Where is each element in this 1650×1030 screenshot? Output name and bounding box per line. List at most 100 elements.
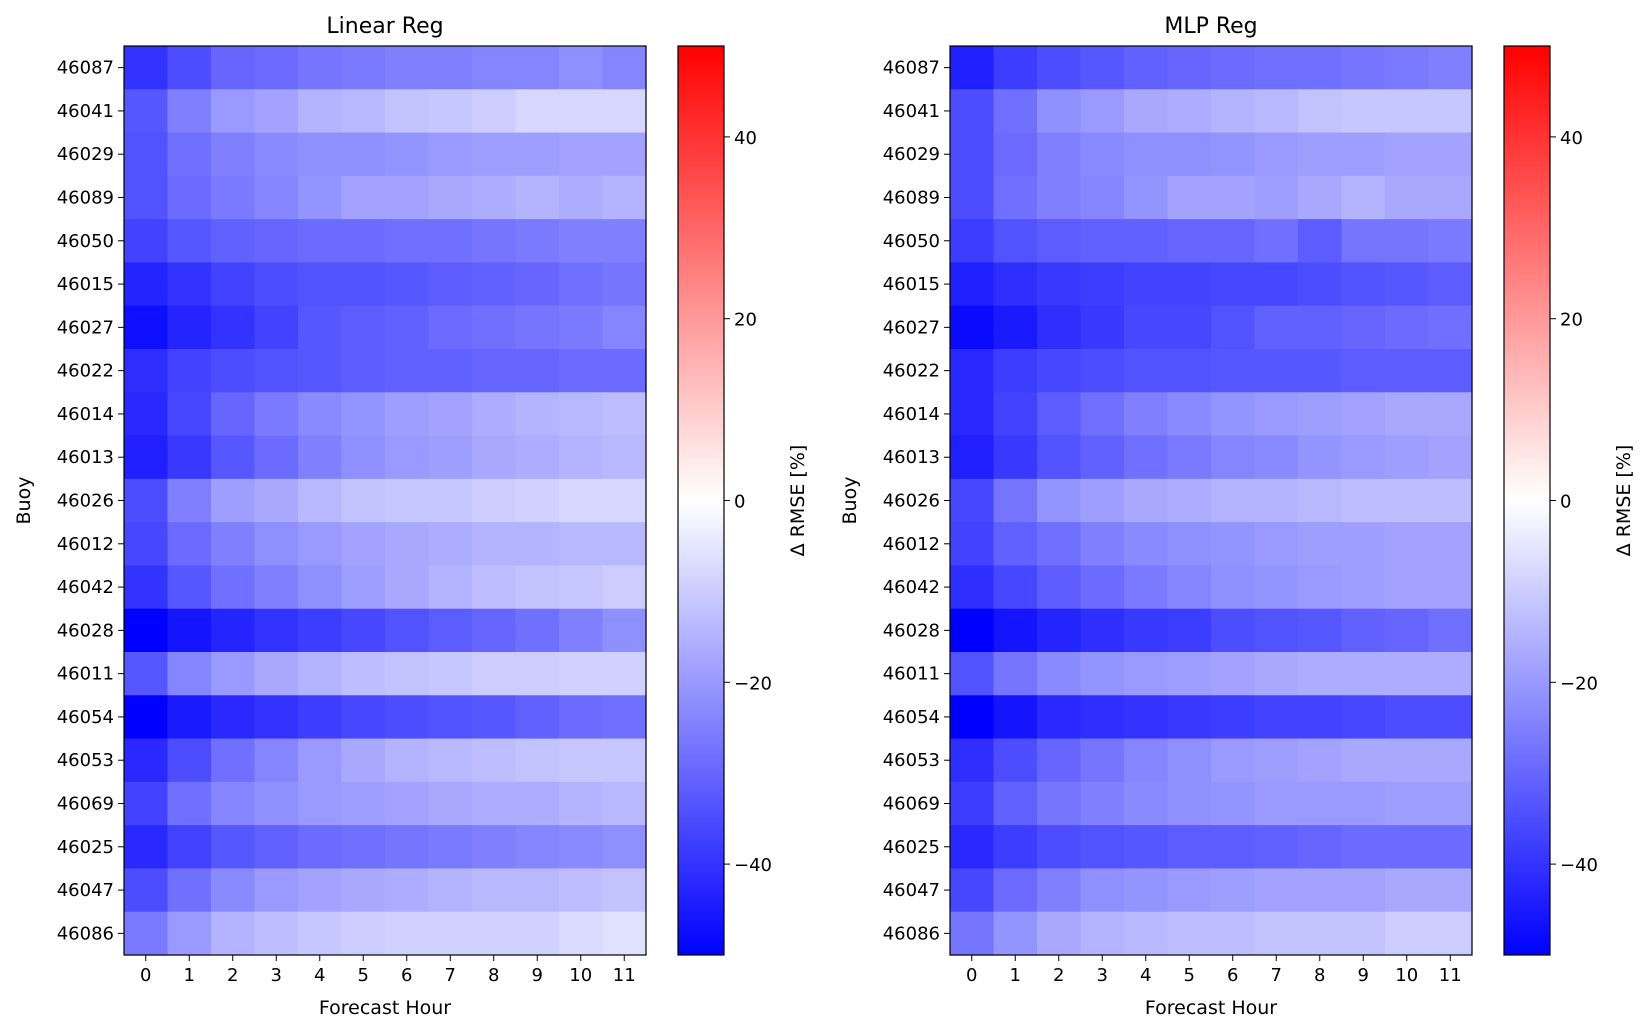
heatmap-cell xyxy=(1167,89,1212,134)
x-axis-label: Forecast Hour xyxy=(1145,997,1277,1019)
heatmap-cell xyxy=(1167,132,1212,177)
heatmap-cell xyxy=(1037,435,1082,480)
heatmap-cell xyxy=(1298,89,1343,134)
heatmap-cell xyxy=(602,305,647,350)
heatmap-cell xyxy=(602,652,647,696)
heatmap-cell xyxy=(1211,89,1256,134)
y-tick-label: 46047 xyxy=(57,880,114,901)
heatmap-cell xyxy=(1254,435,1299,480)
y-tick-label: 46028 xyxy=(57,620,114,641)
heatmap-cell xyxy=(1385,522,1430,567)
heatmap-cell xyxy=(602,392,647,437)
heatmap-cell xyxy=(602,175,647,220)
heatmap-cell xyxy=(1037,392,1082,437)
heatmap-cell xyxy=(298,695,343,740)
heatmap-cell xyxy=(341,219,386,264)
heatmap-cell xyxy=(1428,825,1473,870)
x-tick-label: 6 xyxy=(401,965,412,986)
heatmap-cell xyxy=(167,738,212,783)
heatmap-cell xyxy=(385,478,430,523)
heatmap-cell xyxy=(1167,522,1212,567)
colorbar-tick-label: 0 xyxy=(1560,492,1571,513)
heatmap-cell xyxy=(602,219,647,264)
heatmap-cell xyxy=(298,219,343,264)
heatmap-cell xyxy=(254,911,299,956)
heatmap-cell xyxy=(950,132,995,177)
heatmap-cell xyxy=(1167,608,1212,653)
x-tick-label: 11 xyxy=(1439,965,1462,986)
heatmap-cell xyxy=(428,522,473,567)
heatmap-cell xyxy=(472,305,517,350)
heatmap-cell xyxy=(211,132,256,177)
heatmap-cell xyxy=(950,911,995,956)
heatmap-cell xyxy=(428,305,473,350)
heatmap-cell xyxy=(1341,565,1386,610)
heatmap-cell xyxy=(993,435,1038,480)
heatmap-cell xyxy=(341,305,386,350)
heatmap-cell xyxy=(1124,478,1169,523)
heatmap-cell xyxy=(515,305,560,350)
heatmap-cell xyxy=(1298,868,1343,913)
y-tick-label: 46012 xyxy=(57,534,114,555)
heatmap-cell xyxy=(1298,349,1343,393)
heatmap-cell xyxy=(298,738,343,783)
heatmap-cell xyxy=(167,89,212,134)
heatmap-cell xyxy=(1298,435,1343,480)
heatmap-cell xyxy=(298,46,343,90)
heatmap-cell xyxy=(1341,392,1386,437)
heatmap-cell xyxy=(1298,478,1343,523)
heatmap-cell xyxy=(1167,435,1212,480)
heatmap-cell xyxy=(1428,868,1473,913)
heatmap-cell xyxy=(1341,435,1386,480)
heatmap-cell xyxy=(1211,738,1256,783)
y-tick-label: 46013 xyxy=(57,447,114,468)
heatmap-cells xyxy=(124,46,647,956)
heatmap-cell xyxy=(515,781,560,826)
heatmap-cell xyxy=(1298,392,1343,437)
heatmap-cell xyxy=(1428,305,1473,350)
heatmap-cell xyxy=(1167,219,1212,264)
heatmap-cell xyxy=(341,781,386,826)
heatmap-cell xyxy=(298,349,343,393)
heatmap-cell xyxy=(211,89,256,134)
x-tick-label: 10 xyxy=(1395,965,1418,986)
heatmap-cell xyxy=(1037,305,1082,350)
heatmap-cell xyxy=(1254,565,1299,610)
heatmap-cell xyxy=(1211,262,1256,307)
heatmap-cell xyxy=(602,478,647,523)
heatmap-cell xyxy=(428,565,473,610)
heatmap-cell xyxy=(559,349,604,393)
y-tick-label: 46069 xyxy=(883,794,940,815)
heatmap-cell xyxy=(1385,825,1430,870)
heatmap-cell xyxy=(1211,825,1256,870)
heatmap-cell xyxy=(124,695,169,740)
heatmap-cell xyxy=(950,695,995,740)
heatmap-cell xyxy=(602,435,647,480)
heatmap-cell xyxy=(950,305,995,350)
heatmap-cell xyxy=(341,349,386,393)
heatmap-cell xyxy=(385,435,430,480)
y-tick-label: 46011 xyxy=(883,664,940,685)
heatmap-cell xyxy=(1080,349,1125,393)
heatmap-cell xyxy=(1124,695,1169,740)
colorbar-tick-label: 20 xyxy=(734,310,757,331)
heatmap-cell xyxy=(1254,522,1299,567)
heatmap-cell xyxy=(124,738,169,783)
heatmap-cell xyxy=(1298,219,1343,264)
heatmap-cell xyxy=(124,46,169,90)
heatmap-cell xyxy=(254,608,299,653)
heatmap-cell xyxy=(167,781,212,826)
heatmap-cell xyxy=(341,132,386,177)
heatmap-cell xyxy=(1341,305,1386,350)
heatmap-cell xyxy=(1080,219,1125,264)
heatmap-cell xyxy=(1341,781,1386,826)
heatmap-cell xyxy=(1254,478,1299,523)
heatmap-cell xyxy=(1298,738,1343,783)
heatmap-cell xyxy=(950,565,995,610)
heatmap-cell xyxy=(1211,522,1256,567)
heatmap-cell xyxy=(559,392,604,437)
heatmap-cell xyxy=(993,565,1038,610)
y-tick-label: 46011 xyxy=(57,664,114,685)
heatmap-cell xyxy=(1298,608,1343,653)
heatmap-cell xyxy=(1385,781,1430,826)
